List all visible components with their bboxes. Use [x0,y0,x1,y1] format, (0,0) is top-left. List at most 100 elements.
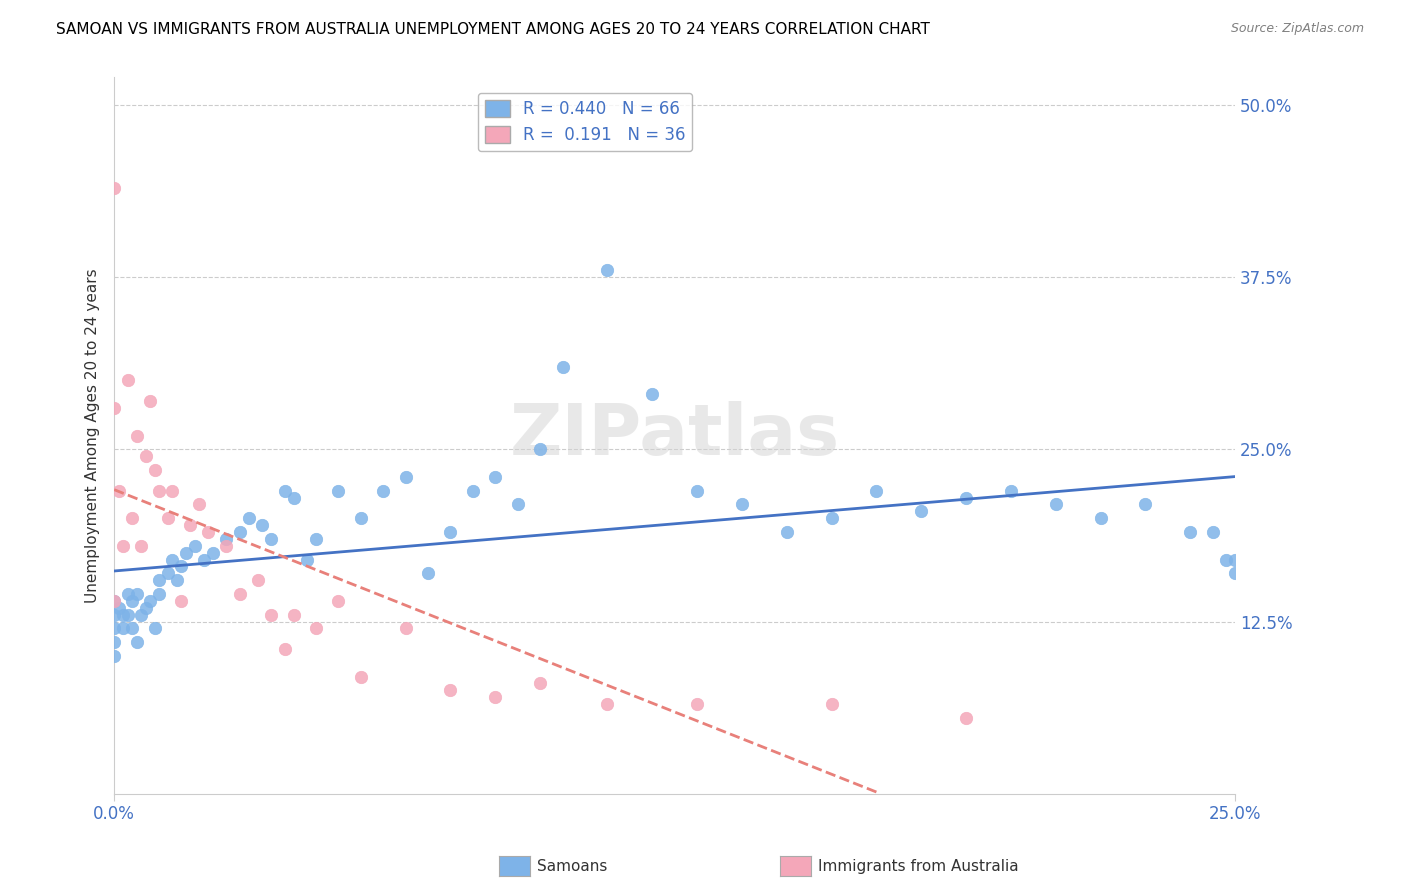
Point [156,566,179,581]
Point [283,491,305,505]
Point [107,483,129,498]
Point [148,573,170,587]
Point [596,263,619,277]
Point [439,683,461,698]
Point [229,524,252,539]
Point [1223,566,1246,581]
Point [416,566,439,581]
Text: Source: ZipAtlas.com: Source: ZipAtlas.com [1230,22,1364,36]
Point [305,532,328,546]
Point [596,697,619,711]
Point [250,518,273,533]
Point [103,180,125,194]
Point [295,552,318,566]
Text: ZIPatlas: ZIPatlas [509,401,839,470]
Point [170,594,193,608]
Point [125,587,148,601]
Point [135,600,157,615]
Point [350,670,373,684]
Point [112,621,135,635]
Point [641,387,664,401]
Point [112,539,135,553]
Point [1135,497,1157,511]
Legend: R = 0.440   N = 66, R =  0.191   N = 36: R = 0.440 N = 66, R = 0.191 N = 36 [478,93,692,151]
Point [551,359,574,374]
Point [955,491,977,505]
Point [394,470,416,484]
Point [686,483,709,498]
Point [162,552,184,566]
Text: SAMOAN VS IMMIGRANTS FROM AUSTRALIA UNEMPLOYMENT AMONG AGES 20 TO 24 YEARS CORRE: SAMOAN VS IMMIGRANTS FROM AUSTRALIA UNEM… [56,22,931,37]
Point [103,648,125,663]
Point [121,511,143,525]
Point [143,463,166,477]
Point [260,607,283,622]
Point [439,524,461,539]
Point [484,690,506,705]
Point [107,600,129,615]
Point [103,401,125,415]
Point [125,428,148,442]
Point [139,394,162,409]
Point [170,559,193,574]
Text: Immigrants from Australia: Immigrants from Australia [818,859,1019,873]
Point [1223,552,1246,566]
Point [103,594,125,608]
Point [350,511,373,525]
Point [686,697,709,711]
Point [229,587,252,601]
Point [103,594,125,608]
Point [148,587,170,601]
Point [529,676,551,690]
Point [1045,497,1067,511]
Point [955,711,977,725]
Point [394,621,416,635]
Point [135,449,157,463]
Point [215,539,238,553]
Point [179,518,201,533]
Point [273,642,295,657]
Point [148,483,170,498]
Point [1202,524,1225,539]
Point [143,621,166,635]
Point [193,552,215,566]
Point [184,539,207,553]
Point [731,497,754,511]
Point [820,697,842,711]
Point [188,497,211,511]
Point [820,511,842,525]
Point [461,483,484,498]
Point [328,483,350,498]
Point [283,607,305,622]
Point [910,504,932,518]
Point [129,607,152,622]
Point [305,621,328,635]
Point [117,374,139,388]
Point [328,594,350,608]
Point [238,511,260,525]
Point [1090,511,1112,525]
Point [1215,552,1237,566]
Point [156,511,179,525]
Y-axis label: Unemployment Among Ages 20 to 24 years: Unemployment Among Ages 20 to 24 years [86,268,100,603]
Point [103,607,125,622]
Point [139,594,162,608]
Point [373,483,395,498]
Point [215,532,238,546]
Point [121,594,143,608]
Point [117,587,139,601]
Point [112,607,135,622]
Point [506,497,529,511]
Point [174,546,197,560]
Point [117,607,139,622]
Point [201,546,224,560]
Point [260,532,283,546]
Point [484,470,506,484]
Point [103,635,125,649]
Point [197,524,219,539]
Point [1180,524,1202,539]
Point [121,621,143,635]
Point [125,635,148,649]
Point [166,573,188,587]
Point [273,483,295,498]
